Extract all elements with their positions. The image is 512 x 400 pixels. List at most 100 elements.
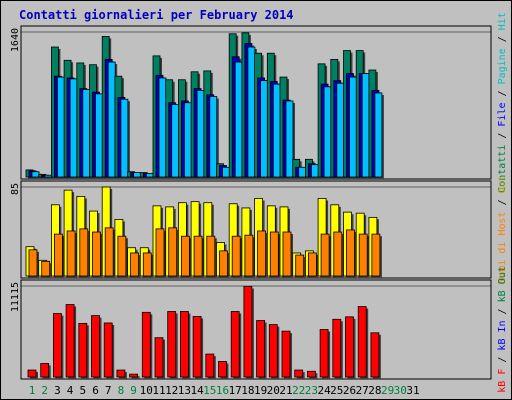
bar-pages-day-14	[196, 89, 205, 178]
legend-entry: /	[497, 127, 508, 145]
legend-entry: /	[497, 193, 508, 211]
bar-pages-day-2	[44, 174, 53, 178]
bar-pages-day-24	[323, 86, 332, 178]
bar-kbytes-day-20	[268, 324, 278, 378]
bar-pages-day-17	[234, 61, 243, 178]
x-tick-label: 13	[178, 384, 191, 397]
x-tick-label: 1	[29, 384, 36, 397]
panel-1-legend: Contatti / File / Pagine / Hit	[497, 12, 508, 193]
x-tick-label: 16	[216, 384, 229, 397]
x-tick-label: 10	[140, 384, 153, 397]
bar-sites-day-7	[104, 227, 114, 277]
panel-3-legend: kB F / kB In / kB Out	[497, 266, 508, 392]
x-tick-label: 9	[130, 384, 137, 397]
bar-pages-day-15	[209, 96, 218, 178]
bar-pages-day-19	[260, 80, 269, 178]
legend-entry: /	[497, 30, 508, 48]
x-tick-label: 26	[343, 384, 356, 397]
bar-kbytes-day-23	[306, 370, 316, 378]
legend-entry: Pagine	[497, 48, 508, 84]
bar-sites-day-18	[244, 234, 254, 277]
bar-kbytes-day-22	[294, 369, 304, 378]
x-tick-label: 17	[229, 384, 242, 397]
bar-sites-day-2	[41, 260, 51, 277]
bar-sites-day-25	[333, 231, 343, 277]
bar-sites-day-10	[142, 252, 152, 277]
x-tick-label: 8	[118, 384, 125, 397]
bar-kbytes-day-19	[256, 320, 266, 378]
legend-entry: /	[497, 351, 508, 369]
bar-kbytes-day-10	[141, 311, 151, 378]
bar-pages-day-20	[272, 83, 281, 178]
x-tick-label: 29	[381, 384, 394, 397]
bar-pages-day-9	[133, 172, 142, 178]
x-tick-label: 11	[152, 384, 165, 397]
bar-kbytes-day-1	[27, 369, 37, 378]
x-tick-label: 15	[203, 384, 216, 397]
legend-entry: Out	[497, 175, 508, 193]
bar-pages-day-5	[82, 89, 91, 178]
bar-sites-day-8	[117, 235, 127, 277]
bar-sites-day-17	[231, 235, 241, 277]
panel-2-legend: Nomi di Host / Out	[497, 175, 508, 283]
legend-entry: /	[497, 84, 508, 102]
bar-pages-day-27	[361, 73, 370, 178]
bar-sites-day-22	[295, 254, 305, 277]
x-tick-label: 12	[165, 384, 178, 397]
x-tick-label: 5	[79, 384, 86, 397]
bar-kbytes-day-14	[192, 316, 202, 378]
bar-sites-day-3	[54, 233, 63, 277]
panel-3-ymax-label: 11115	[10, 282, 21, 312]
bar-sites-day-13	[180, 235, 190, 277]
bar-pages-day-4	[69, 78, 78, 178]
bar-kbytes-day-28	[370, 332, 380, 378]
x-tick-label: 2	[41, 384, 48, 397]
bar-sites-day-11	[155, 228, 165, 277]
x-tick-label: 30	[394, 384, 407, 397]
bar-sites-day-28	[371, 233, 381, 277]
bar-pages-day-2-shadow	[46, 177, 54, 179]
bar-kbytes-day-2	[40, 363, 50, 378]
bar-pages-day-12	[171, 104, 180, 178]
x-tick-label: 7	[105, 384, 112, 397]
bar-kbytes-day-5	[78, 322, 88, 378]
x-tick-label: 24	[317, 384, 331, 397]
bar-pages-day-22	[298, 166, 307, 178]
x-tick-label: 27	[356, 384, 369, 397]
x-tick-label: 14	[190, 384, 204, 397]
bar-kbytes-day-11	[154, 337, 164, 378]
bar-kbytes-day-13	[179, 311, 189, 378]
panel-1-ymax-label: 1640	[10, 28, 21, 52]
panel-2-ymax-label: 85	[10, 183, 21, 195]
bar-kbytes-day-27	[357, 306, 367, 378]
x-tick-label: 19	[254, 384, 267, 397]
bar-pages-day-8	[120, 98, 129, 178]
bar-kbytes-day-12	[167, 311, 177, 378]
bar-pages-day-3	[57, 76, 65, 178]
bar-kbytes-day-3	[53, 313, 62, 378]
bar-kbytes-day-18	[243, 286, 253, 378]
bar-sites-day-27	[358, 233, 368, 277]
bar-pages-day-6	[95, 93, 103, 178]
bar-pages-day-10	[145, 173, 154, 178]
bar-pages-day-18	[247, 46, 256, 178]
legend-entry: Nomi di Host	[497, 211, 508, 283]
bar-kbytes-day-4	[65, 304, 75, 378]
bar-sites-day-20	[269, 231, 279, 277]
legend-entry: File	[497, 102, 508, 126]
bar-pages-day-11	[158, 77, 167, 178]
bar-pages-day-7	[107, 61, 116, 178]
bar-pages-day-16	[222, 166, 230, 178]
bar-pages-day-25	[336, 82, 345, 178]
bar-pages-day-21	[285, 100, 294, 178]
bar-sites-day-12	[168, 227, 178, 277]
panel-3-border	[20, 279, 492, 380]
x-tick-label: 18	[241, 384, 254, 397]
bar-pages-day-28	[374, 92, 383, 178]
bar-sites-day-16	[219, 250, 228, 277]
x-tick-label: 22	[292, 384, 305, 397]
legend-entry: kB F	[497, 369, 508, 393]
legend-entry: Contatti	[497, 145, 508, 193]
